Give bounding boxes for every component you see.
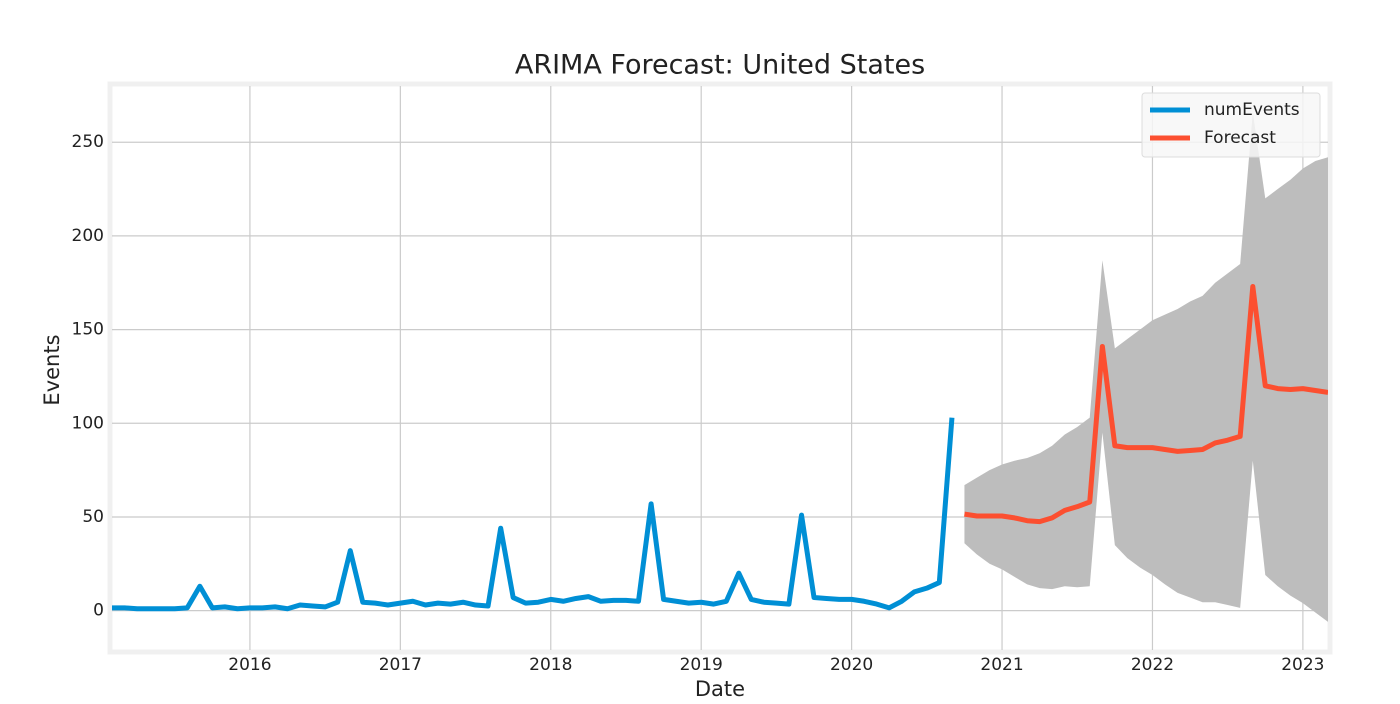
x-tick-label: 2016 bbox=[228, 655, 271, 675]
x-tick-label: 2023 bbox=[1281, 655, 1324, 675]
y-axis-label: Events bbox=[40, 334, 64, 405]
x-axis-label: Date bbox=[695, 677, 745, 700]
legend-label: Forecast bbox=[1204, 128, 1276, 148]
x-tick-label: 2022 bbox=[1131, 655, 1174, 675]
line bbox=[964, 283, 1328, 525]
chart-title: ARIMA Forecast: United States bbox=[515, 50, 925, 81]
line bbox=[112, 417, 955, 612]
y-tick-label: 0 bbox=[93, 601, 104, 621]
x-tick-label: 2017 bbox=[379, 655, 422, 675]
y-tick-label: 150 bbox=[72, 320, 104, 340]
confidence-band bbox=[964, 112, 1328, 622]
y-tick-label: 250 bbox=[72, 132, 104, 152]
x-tick-label: 2021 bbox=[980, 655, 1023, 675]
y-tick-label: 50 bbox=[82, 507, 104, 527]
legend: numEvents Forecast bbox=[1141, 92, 1321, 158]
plot-marks bbox=[112, 112, 1328, 622]
x-tick-label: 2019 bbox=[680, 655, 723, 675]
x-tick-label: 2020 bbox=[830, 655, 873, 675]
y-tick-label: 100 bbox=[72, 413, 104, 433]
y-tick-label: 200 bbox=[72, 226, 104, 246]
legend-label: numEvents bbox=[1204, 100, 1300, 120]
x-tick-label: 2018 bbox=[529, 655, 572, 675]
